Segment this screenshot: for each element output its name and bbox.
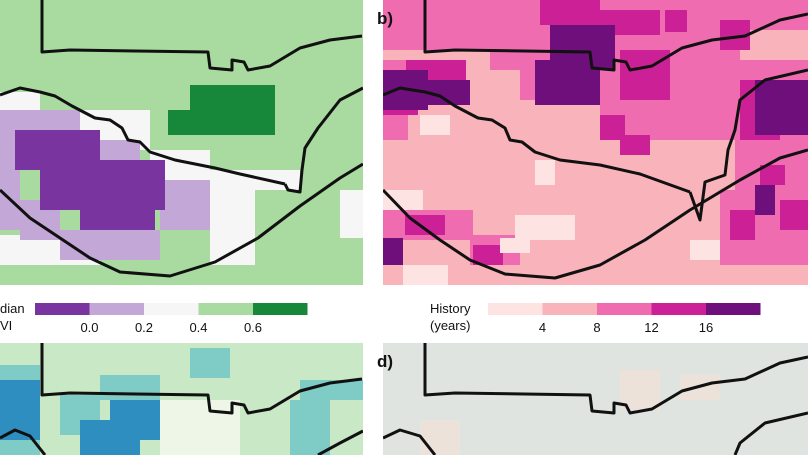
panel-a-map [0, 0, 363, 285]
legend-tick-1-0: 4 [539, 320, 546, 335]
legend-swatch-0-0 [35, 303, 90, 315]
legend-history: History (years) 4 8 12 16 [430, 301, 761, 335]
legend-ndvi-swatches [35, 303, 308, 315]
legend-swatch-0-4 [253, 303, 308, 315]
legend-tick-0-1: 0.2 [135, 320, 153, 335]
legend-tick-1-3: 16 [699, 320, 713, 335]
legend-swatch-1-4 [706, 303, 761, 315]
legend-history-swatches [488, 303, 761, 315]
panel-d-letter: d) [377, 352, 393, 371]
legend-history-ticks: 4 8 12 16 [539, 320, 713, 335]
panel-d-map [383, 343, 808, 455]
panel-c-outline [0, 343, 363, 455]
legend-ndvi-ticks: 0.0 0.2 0.4 0.6 [80, 320, 262, 335]
legend-swatch-1-3 [651, 303, 706, 315]
legend-swatch-1-1 [542, 303, 597, 315]
legend-swatch-0-1 [89, 303, 144, 315]
legend-tick-0-0: 0.0 [80, 320, 98, 335]
panel-a-cells [0, 85, 363, 265]
legend-tick-1-2: 12 [644, 320, 658, 335]
legend-ndvi: dian VI 0.0 0.2 0.4 0.6 [0, 301, 308, 335]
legend-swatch-0-3 [198, 303, 253, 315]
panel-d-outline [383, 343, 808, 455]
panel-a-outline [0, 0, 363, 278]
panel-c-cells [0, 348, 363, 455]
legend-tick-0-3: 0.6 [244, 320, 262, 335]
legend-ndvi-title-line2: VI [0, 318, 12, 333]
legend-ndvi-title-line1: dian [0, 301, 25, 316]
legend-swatch-1-0 [488, 303, 543, 315]
panel-b-map [383, 0, 808, 285]
legend-history-title-line1: History [430, 301, 471, 316]
panel-b-outline [383, 0, 808, 280]
legend-swatch-1-2 [597, 303, 652, 315]
legend-tick-0-2: 0.4 [189, 320, 207, 335]
legend-tick-1-1: 8 [593, 320, 600, 335]
panel-c-map [0, 343, 363, 455]
panel-b-letter: b) [377, 9, 393, 28]
legend-history-title-line2: (years) [430, 318, 470, 333]
legend-swatch-0-2 [144, 303, 199, 315]
